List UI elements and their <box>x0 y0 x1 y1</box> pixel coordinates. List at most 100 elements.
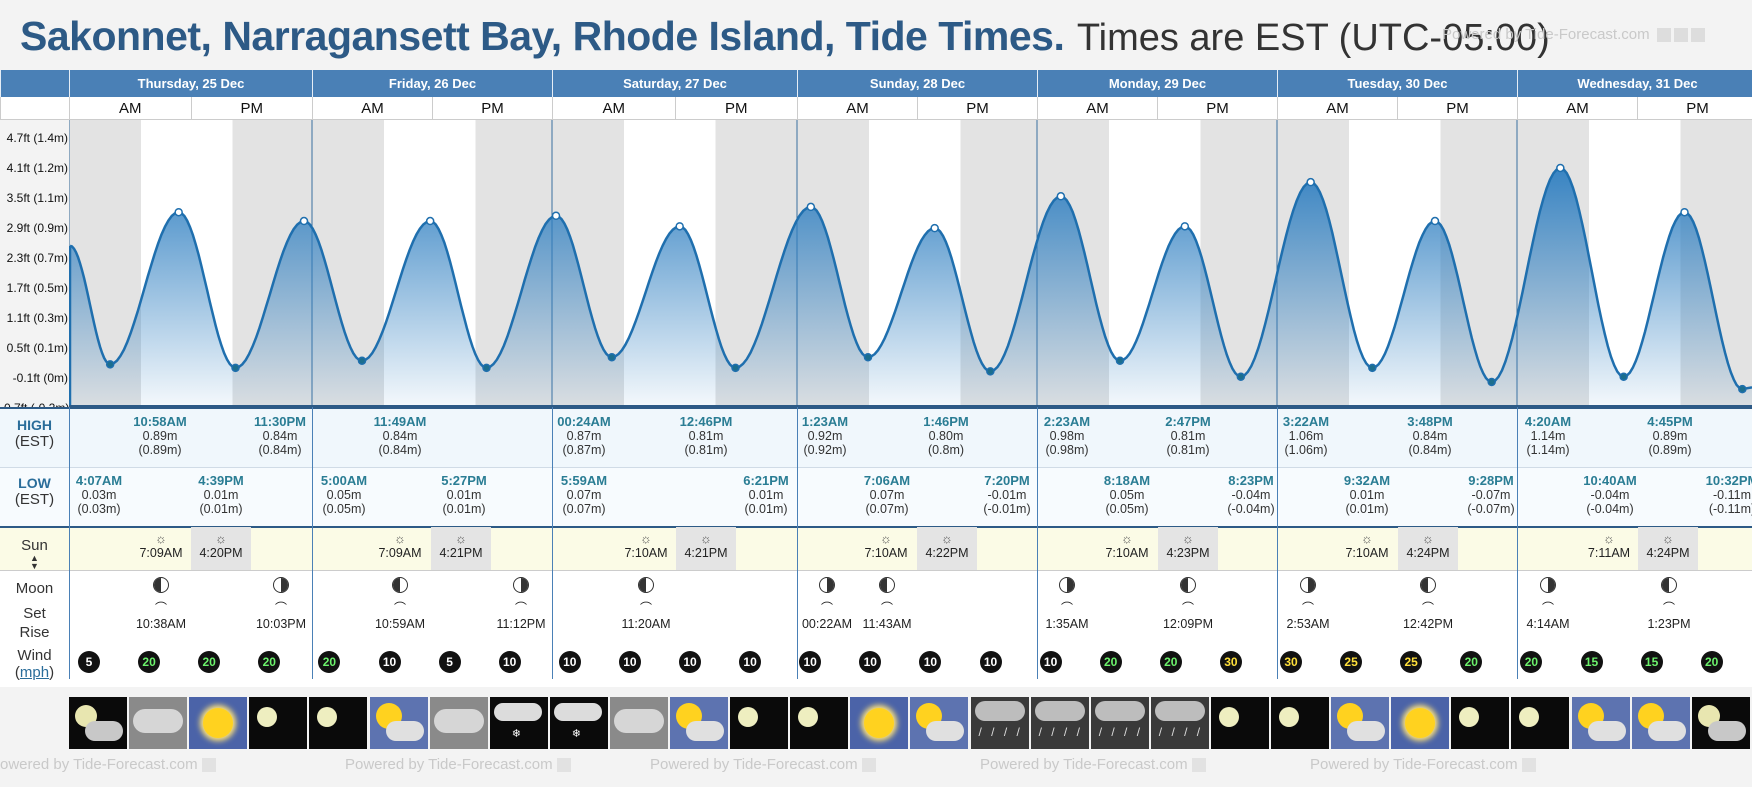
weather-icon <box>429 697 488 749</box>
day-separator <box>312 407 313 679</box>
low-tide-height: -0.01m <box>987 488 1027 502</box>
low-tide-height: -0.11m <box>1713 488 1751 502</box>
logo-icon <box>1690 28 1705 43</box>
sun-label-text: Sun <box>21 537 48 554</box>
high-tide-point[interactable] <box>1556 163 1565 173</box>
low-tide-time: 9:32AM <box>1343 473 1391 488</box>
powered-by-top[interactable]: Powered by Tide-Forecast.com <box>1442 26 1705 43</box>
high-tide-entry: 1:23AM 0.92m (0.92m) <box>785 415 865 458</box>
low-tide-point[interactable] <box>357 356 367 366</box>
moon-entry: ⌒ 10:03PM <box>251 577 311 631</box>
moon-rise-time: 11:20AM <box>621 617 671 631</box>
sunrise-entry: ☼ 7:10AM <box>856 531 916 560</box>
am-label: AM <box>1277 97 1397 120</box>
high-tide-height-alt: (1.06m) <box>1284 443 1328 457</box>
am-label: AM <box>312 97 432 120</box>
high-tide-height-alt: (0.89m) <box>138 443 182 457</box>
moon-set-label: Set <box>23 605 46 622</box>
weather-icon <box>1271 697 1329 749</box>
low-tide-point[interactable] <box>986 367 995 376</box>
low-tide-point[interactable] <box>231 363 240 373</box>
powered-by-bottom[interactable]: Powered by Tide-Forecast.com <box>1310 756 1536 773</box>
high-tide-point[interactable] <box>1680 207 1689 217</box>
low-tide-point[interactable] <box>863 352 873 362</box>
high-tide-point[interactable] <box>1056 192 1066 201</box>
sunset-entry: ☼ 4:21PM <box>676 531 736 560</box>
moon-set-icon: ⌒ <box>514 601 527 615</box>
sunrise-entry: ☼ 7:11AM <box>1579 531 1639 560</box>
powered-by-bottom[interactable]: Powered by Tide-Forecast.com <box>345 756 571 773</box>
high-tide-height-alt: (0.98m) <box>1045 443 1089 457</box>
wind-speed-badge: 10 <box>859 651 882 673</box>
logo-icon <box>861 758 876 773</box>
wind-speed-badge: 20 <box>1099 651 1122 673</box>
high-tide-point[interactable] <box>1430 216 1440 226</box>
low-tide-height: 0.07m <box>566 488 602 502</box>
weather-icon <box>1511 697 1570 749</box>
low-tide-point[interactable] <box>1236 372 1246 381</box>
high-tide-point[interactable] <box>806 202 816 212</box>
cloud-icon <box>974 701 1025 721</box>
low-tide-point[interactable] <box>1368 363 1377 373</box>
moon-label: Moon <box>15 580 54 597</box>
high-tide-height-alt: (0.84m) <box>1408 443 1452 457</box>
high-tide-entry: 00:24AM 0.87m (0.87m) <box>544 415 624 458</box>
powered-by-bottom[interactable]: Powered by Tide-Forecast.com <box>0 756 216 773</box>
cloud-icon <box>613 709 664 733</box>
moon-phase-icon <box>1661 577 1677 593</box>
sunrise-time: 7:09AM <box>139 546 183 560</box>
powered-by-text: Powered by Tide-Forecast.com <box>1310 756 1518 773</box>
sunrise-icon: ☼ <box>640 531 652 546</box>
low-tide-time: 10:40AM <box>1583 473 1637 488</box>
low-tide-point[interactable] <box>1115 356 1125 366</box>
weather-icon <box>730 697 789 749</box>
high-tide-height: 0.84m <box>382 429 418 443</box>
sort-arrows-icon[interactable]: ▲ ▼ <box>30 553 39 571</box>
low-tide-point[interactable] <box>1619 372 1628 381</box>
high-tide-time: 10:58AM <box>133 414 187 429</box>
day-separator <box>797 407 798 679</box>
high-tide-point[interactable] <box>1306 177 1315 187</box>
weather-icon <box>1691 697 1750 749</box>
powered-by-bottom[interactable]: Powered by Tide-Forecast.com <box>650 756 876 773</box>
wind-speed-badge: 10 <box>979 651 1002 673</box>
high-tide-point[interactable] <box>1180 222 1190 231</box>
moon-set-icon: ⌒ <box>820 601 833 615</box>
y-axis-tick: 0.5ft (0.1m) <box>6 341 68 355</box>
high-tide-entry: 1:46PM 0.80m (0.8m) <box>906 415 986 458</box>
high-tide-point[interactable] <box>425 216 435 226</box>
low-tide-point[interactable] <box>731 363 740 373</box>
sunrise-entry: ☼ 7:09AM <box>131 531 191 560</box>
low-tide-height: -0.07m <box>1471 488 1511 502</box>
low-tide-point[interactable] <box>1487 377 1496 387</box>
sunrise-time: 7:10AM <box>1345 546 1389 560</box>
rain-icon: / / / / <box>1098 725 1144 739</box>
low-tide-height: 0.01m <box>1349 488 1385 502</box>
wind-unit-link[interactable]: mph <box>19 664 50 681</box>
high-tide-point[interactable] <box>675 222 684 231</box>
low-tide-point[interactable] <box>482 363 491 373</box>
sunset-icon: ☼ <box>455 531 467 546</box>
high-tide-point[interactable] <box>930 223 939 233</box>
moon-set-icon: ⌒ <box>1060 601 1073 615</box>
high-tide-point[interactable] <box>551 211 561 220</box>
low-tide-height-alt: (-0.01m) <box>983 502 1031 516</box>
high-tide-height: 0.81m <box>688 429 724 443</box>
sun-icon <box>864 708 895 738</box>
wind-speed-badge: 10 <box>799 651 822 673</box>
low-tide-point[interactable] <box>607 352 617 362</box>
wind-speed-badge: 15 <box>1580 651 1603 673</box>
sun-label[interactable]: Sun ▲ ▼ <box>0 537 69 571</box>
moon-phase-icon <box>1540 577 1556 593</box>
high-tide-point[interactable] <box>174 207 183 217</box>
low-tide-entry: 10:40AM -0.04m (-0.04m) <box>1570 473 1650 517</box>
moon-entry: ⌒ 4:14AM <box>1518 577 1578 631</box>
low-tide-point[interactable] <box>1738 384 1747 394</box>
low-tide-point[interactable] <box>105 360 115 369</box>
low-tide-height: 0.07m <box>869 488 905 502</box>
high-tide-point[interactable] <box>299 216 309 226</box>
powered-by-bottom[interactable]: Powered by Tide-Forecast.com <box>980 756 1206 773</box>
am-label: AM <box>552 97 675 120</box>
moon-set-time: 00:22AM <box>801 617 853 631</box>
wind-speed-badge: 25 <box>1400 651 1423 673</box>
